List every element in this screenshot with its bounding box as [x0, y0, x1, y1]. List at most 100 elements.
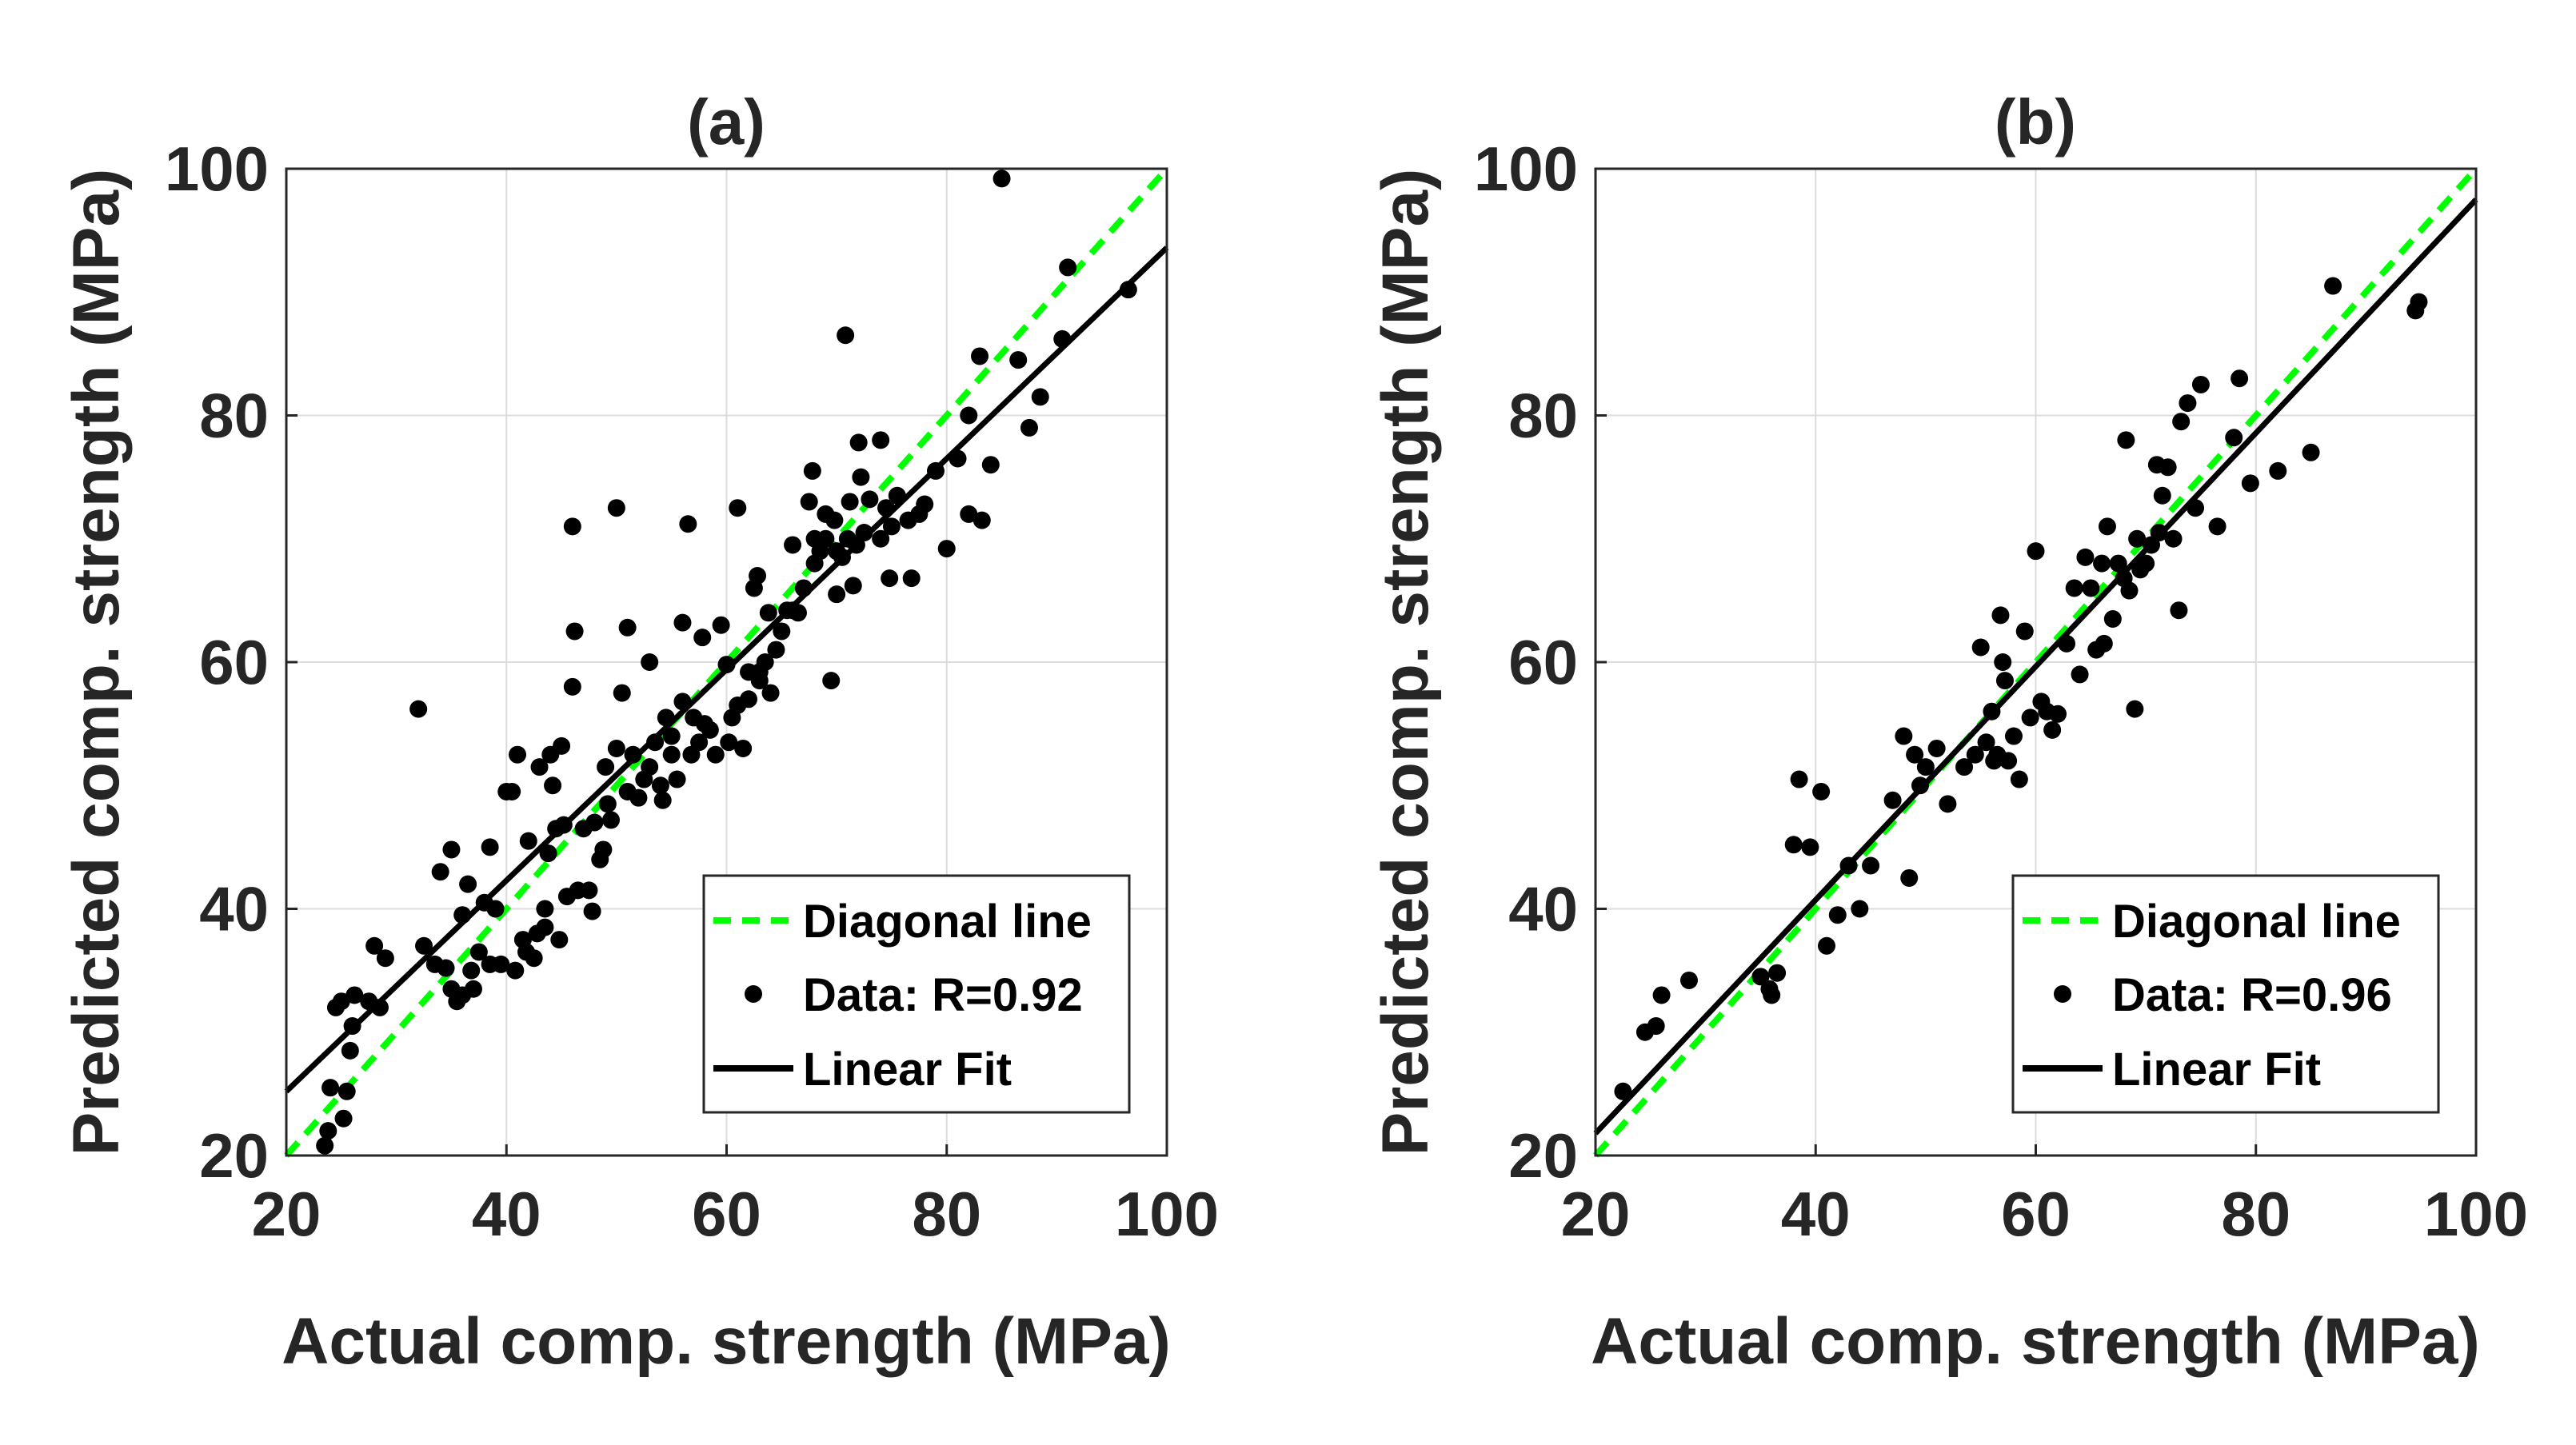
panel-a-data-point — [872, 529, 890, 548]
panel-a-data-point — [706, 745, 725, 764]
panel-b-legend-data-swatch — [2054, 985, 2071, 1003]
panel-b-data-point — [1939, 795, 1957, 813]
panel-a-data-point — [937, 540, 956, 558]
panel-a-data-point — [345, 986, 364, 1004]
panel-b-data-point — [1768, 964, 1787, 982]
panel-a-data-point — [563, 677, 581, 696]
panel-b-data-point — [1679, 971, 1698, 989]
panel-a-data-point — [601, 811, 620, 829]
panel-a-data-point — [701, 721, 719, 739]
panel-b-x-ticks: 20 40 60 80 100 — [1561, 1144, 2528, 1249]
panel-b-data-point — [1991, 606, 2010, 625]
panel-b-y-axis-label: Predicted comp. strength (MPa) — [1369, 169, 1442, 1156]
panel-a-data-point — [1031, 388, 1049, 406]
panel-a-data-point — [773, 622, 791, 641]
panel-a-data-point — [734, 739, 753, 757]
panel-a: 20 40 60 80 100 20 40 60 80 100 (a) Actual comp.… — [60, 86, 1219, 1378]
panel-a-legend-diagonal-label: Diagonal line — [803, 896, 1092, 948]
panel-b-data-point — [2021, 709, 2039, 727]
panel-a-data-point — [756, 653, 774, 671]
panel-a-data-point — [712, 616, 730, 634]
panel-a-data-point — [972, 511, 991, 529]
panel-b-data-point — [1971, 638, 1990, 657]
panel-a-data-point — [341, 1041, 359, 1060]
panel-a-data-point — [409, 700, 428, 718]
panel-a-data-point — [597, 758, 615, 776]
panel-a-title: (a) — [687, 86, 765, 158]
panel-b-y-tick-label: 20 — [1508, 1120, 1578, 1191]
panel-b-data-point — [2241, 474, 2259, 493]
panel-b-data-point — [1801, 838, 1819, 856]
panel-b-data-point — [1851, 900, 1869, 918]
panel-b-data-point — [2043, 721, 2062, 739]
panel-b-data-point — [2010, 770, 2028, 788]
panel-a-data-point — [530, 758, 549, 776]
panel-b-data-point — [2027, 542, 2045, 561]
panel-b-data-point — [1818, 936, 1836, 955]
panel-a-data-point — [486, 900, 505, 918]
panel-b-data-point — [2191, 375, 2210, 393]
panel-a-data-point — [720, 733, 738, 752]
panel-a-data-point — [662, 745, 681, 764]
panel-a-data-point — [679, 515, 697, 533]
panel-b-x-tick-label: 80 — [2221, 1179, 2290, 1249]
panel-b-data-point — [2410, 293, 2428, 311]
panel-b-legend-fit-label: Linear Fit — [2112, 1044, 2321, 1096]
panel-a-data-point — [784, 536, 802, 554]
panel-a-data-point — [882, 517, 901, 536]
panel-a-data-point — [459, 875, 477, 893]
panel-a-data-point — [462, 961, 481, 980]
panel-a-data-point — [641, 758, 659, 776]
panel-a-data-point — [437, 959, 455, 977]
panel-b-legend-diagonal-label: Diagonal line — [2112, 896, 2401, 948]
panel-a-legend: Diagonal line Data: R=0.92 Linear Fit — [702, 874, 1131, 1114]
panel-a-data-point — [503, 782, 521, 800]
panel-a-data-point — [613, 684, 631, 702]
panel-b-data-point — [1916, 758, 1935, 776]
panel-a-data-point — [1009, 351, 1028, 369]
panel-a-data-point — [519, 832, 537, 850]
panel-b-data-point — [1751, 968, 1770, 986]
panel-a-data-point — [509, 745, 527, 764]
panel-b-data-point — [2172, 413, 2191, 431]
panel-a-data-point — [841, 493, 859, 511]
panel-a-data-point — [629, 788, 648, 807]
panel-b-data-point — [1883, 791, 1902, 809]
panel-a-legend-box — [702, 874, 1131, 1114]
panel-b-y-tick-label: 40 — [1508, 874, 1578, 944]
panel-b-data-point — [1652, 986, 1671, 1004]
panel-b: 20 40 60 80 100 20 40 60 80 100 (b) Actual comp.… — [1369, 86, 2528, 1378]
panel-a-x-axis-label: Actual comp. strength (MPa) — [282, 1305, 1171, 1378]
panel-b-y-tick-label: 60 — [1508, 627, 1578, 697]
panel-b-data-point — [1828, 906, 1847, 924]
panel-a-data-point — [536, 900, 554, 918]
panel-b-data-point — [2015, 622, 2034, 641]
panel-a-data-point — [607, 499, 625, 517]
panel-a-data-point — [881, 569, 899, 588]
panel-a-x-ticks: 20 40 60 80 100 — [252, 1144, 1219, 1249]
panel-a-data-point — [492, 955, 510, 973]
panel-a-data-point — [624, 745, 642, 764]
panel-b-data-point — [1895, 727, 1913, 745]
panel-a-data-point — [641, 653, 659, 671]
panel-b-data-point — [1977, 733, 1995, 752]
panel-b-data-point — [2126, 700, 2144, 718]
panel-a-data-point — [872, 431, 890, 449]
panel-a-data-point — [971, 347, 989, 365]
panel-b-legend-box — [2011, 874, 2440, 1114]
panel-a-data-point — [585, 813, 604, 832]
panel-b-legend-data-label: Data: R=0.96 — [2112, 969, 2392, 1021]
panel-a-data-point — [992, 170, 1011, 188]
panel-b-data-point — [2164, 529, 2183, 548]
panel-a-y-tick-label: 40 — [199, 874, 269, 944]
panel-b-y-ticks: 20 40 60 80 100 — [1474, 134, 1607, 1191]
panel-a-data-point — [607, 739, 625, 757]
panel-a-data-point — [960, 406, 978, 425]
panel-b-data-point — [2076, 548, 2095, 566]
panel-b-data-point — [2269, 461, 2287, 480]
panel-a-data-point — [653, 791, 672, 809]
panel-b-title: (b) — [1995, 86, 2076, 158]
panel-b-data-point — [2071, 665, 2089, 684]
panel-a-data-point — [837, 326, 855, 345]
